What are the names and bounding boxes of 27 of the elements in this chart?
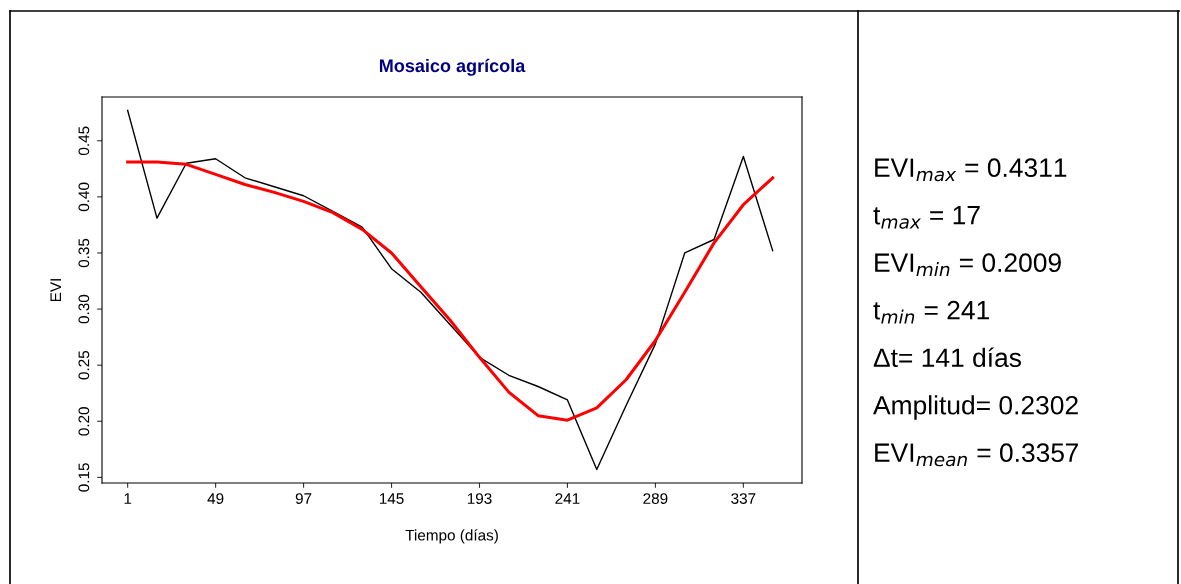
y-tick-label: 0.20 <box>78 407 90 436</box>
text: Amplitud= 0.2302 <box>873 395 1078 420</box>
text: t$_{max}$ = 17 <box>873 206 980 229</box>
x-tick-label: 193 <box>467 493 492 504</box>
x-tick-label: 97 <box>295 493 312 504</box>
y-axis-title: EVI <box>50 279 61 302</box>
y-tick-label: 0.35 <box>78 238 90 268</box>
text: Δt= 141 días <box>873 347 1021 368</box>
text: EVI$_{mean}$ = 0.3357 <box>875 443 1078 467</box>
text: t$_{min}$ = 241 <box>873 300 989 324</box>
line-series <box>126 160 775 422</box>
text: EVI$_{max}$ = 0.4311 <box>875 158 1067 182</box>
y-tick-label: 0.30 <box>78 294 90 324</box>
y-tick-label: 0.15 <box>78 463 90 492</box>
y-tick-label: 0.45 <box>78 126 90 156</box>
x-tick-label: 1 <box>124 493 132 504</box>
x-tick-label: 49 <box>207 493 224 504</box>
y-tick-label: 0.25 <box>78 350 90 380</box>
y-tick-label: 0.40 <box>78 182 90 212</box>
text: EVI$_{min}$ = 0.2009 <box>875 253 1061 277</box>
chart-title: Mosaico agrícola <box>379 58 526 76</box>
x-tick-label: 337 <box>731 493 756 504</box>
x-tick-label: 145 <box>379 493 404 504</box>
x-tick-label: 241 <box>555 493 580 504</box>
line-series <box>126 109 774 471</box>
x-axis-title: Tiempo (días) <box>405 529 498 544</box>
x-tick-label: 289 <box>643 493 668 504</box>
